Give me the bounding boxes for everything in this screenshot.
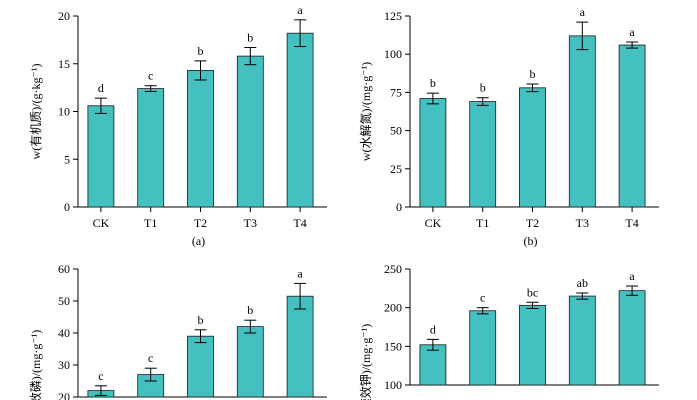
y-axis-title-3: 速效钾)/(mg·g⁻¹)	[358, 324, 373, 400]
significance-label-0-T1: c	[148, 69, 153, 83]
x-tick-label-0-T4: T4	[293, 216, 306, 230]
y-tick-label-1-2: 50	[390, 124, 402, 138]
y-tick-label-3-3: 250	[384, 262, 402, 276]
x-tick-label-0-T1: T1	[144, 216, 157, 230]
y-tick-label-2-4: 60	[58, 262, 70, 276]
bar-3-T4	[618, 290, 646, 386]
bar-1-T1	[469, 101, 497, 208]
y-tick-label-0-1: 5	[64, 152, 70, 166]
bar-2-T3	[236, 326, 264, 398]
bar-1-T4	[618, 44, 646, 208]
x-tick-label-0-T3: T3	[244, 216, 257, 230]
y-tick-label-3-0: 100	[384, 378, 402, 392]
y-tick-label-1-5: 125	[384, 9, 402, 23]
y-tick-label-3-2: 200	[384, 301, 402, 315]
y-tick-label-2-3: 50	[58, 294, 70, 308]
bar-2-T2	[187, 335, 214, 398]
significance-label-3-T3: ab	[577, 276, 588, 290]
significance-label-0-T3: b	[247, 31, 253, 45]
significance-label-3-T4: a	[629, 269, 635, 283]
significance-label-0-T2: b	[198, 44, 204, 58]
bar-0-CK	[87, 105, 115, 208]
significance-label-1-T4: a	[629, 25, 635, 39]
bar-3-T1	[469, 310, 497, 386]
significance-label-3-T2: bc	[527, 285, 538, 299]
significance-label-1-T2: b	[530, 67, 536, 81]
x-tick-label-1-T2: T2	[526, 216, 539, 230]
y-tick-label-1-0: 0	[396, 200, 402, 214]
y-axis-title-1: w(水解氮)/(mg·g⁻¹)	[358, 62, 373, 161]
bar-0-T1	[137, 88, 165, 208]
significance-label-2-CK: c	[98, 369, 103, 383]
bar-0-T2	[187, 70, 214, 208]
x-tick-label-0-T2: T2	[194, 216, 207, 230]
significance-label-1-T3: a	[580, 5, 586, 19]
bar-3-CK	[419, 344, 447, 386]
y-tick-label-0-2: 10	[58, 105, 70, 119]
y-tick-label-1-4: 100	[384, 47, 402, 61]
y-tick-label-2-0: 20	[58, 390, 70, 400]
significance-label-0-T4: a	[297, 3, 303, 17]
x-tick-label-1-CK: CK	[425, 216, 442, 230]
panel-label-0: (a)	[192, 234, 205, 248]
bar-0-T3	[236, 55, 264, 208]
bar-1-CK	[419, 98, 447, 208]
bar-2-T4	[286, 295, 314, 398]
significance-label-0-CK: d	[98, 81, 104, 95]
y-axis-title-0: w(有机质)/(g·kg⁻¹)	[29, 64, 43, 160]
y-tick-label-3-1: 150	[384, 339, 402, 353]
y-tick-label-2-1: 30	[58, 358, 70, 372]
y-axis-title-2: 有效磷)/(mg·g⁻¹)	[28, 330, 43, 400]
bar-1-T3	[568, 35, 596, 208]
significance-label-3-CK: d	[430, 322, 436, 336]
significance-label-1-T1: b	[480, 81, 486, 95]
panel-label-1: (b)	[524, 234, 538, 248]
y-tick-label-1-3: 75	[390, 85, 402, 99]
y-tick-label-0-0: 0	[64, 200, 70, 214]
x-tick-label-1-T1: T1	[476, 216, 489, 230]
y-tick-label-0-3: 15	[58, 57, 70, 71]
bar-3-T3	[568, 295, 596, 386]
significance-label-2-T1: c	[148, 351, 153, 365]
y-tick-label-1-1: 25	[390, 162, 402, 176]
bar-0-T4	[286, 32, 314, 208]
significance-label-2-T4: a	[297, 266, 303, 280]
y-tick-label-0-4: 20	[58, 9, 70, 23]
y-tick-label-2-2: 40	[58, 326, 70, 340]
significance-label-2-T3: b	[247, 303, 253, 317]
bar-1-T2	[519, 87, 546, 208]
x-tick-label-0-CK: CK	[93, 216, 110, 230]
significance-label-3-T1: c	[480, 291, 485, 305]
x-tick-label-1-T3: T3	[576, 216, 589, 230]
x-tick-label-1-T4: T4	[625, 216, 638, 230]
significance-label-1-CK: b	[430, 76, 436, 90]
bar-3-T2	[519, 304, 546, 386]
significance-label-2-T2: b	[198, 313, 204, 327]
